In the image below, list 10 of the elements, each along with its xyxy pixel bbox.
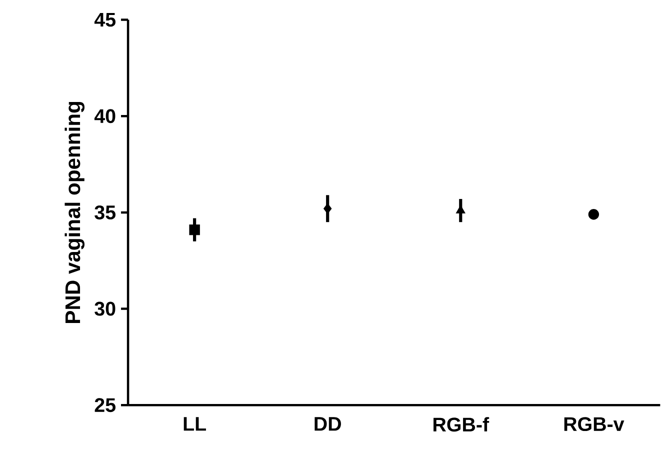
x-tick-label: RGB-v [564, 417, 624, 431]
y-tick-label: 45 [94, 12, 116, 27]
y-tick-label: 30 [94, 302, 116, 316]
x-tick-label: RGB-f [434, 417, 490, 432]
x-tick-label: DD [314, 417, 341, 431]
y-tick-label: 25 [94, 398, 116, 412]
x-tick-label: LL [184, 417, 206, 431]
y-tick-label: 35 [94, 205, 116, 220]
y-axis-title: PND vaginal openning [64, 102, 84, 323]
y-tick-label: 40 [94, 109, 116, 124]
